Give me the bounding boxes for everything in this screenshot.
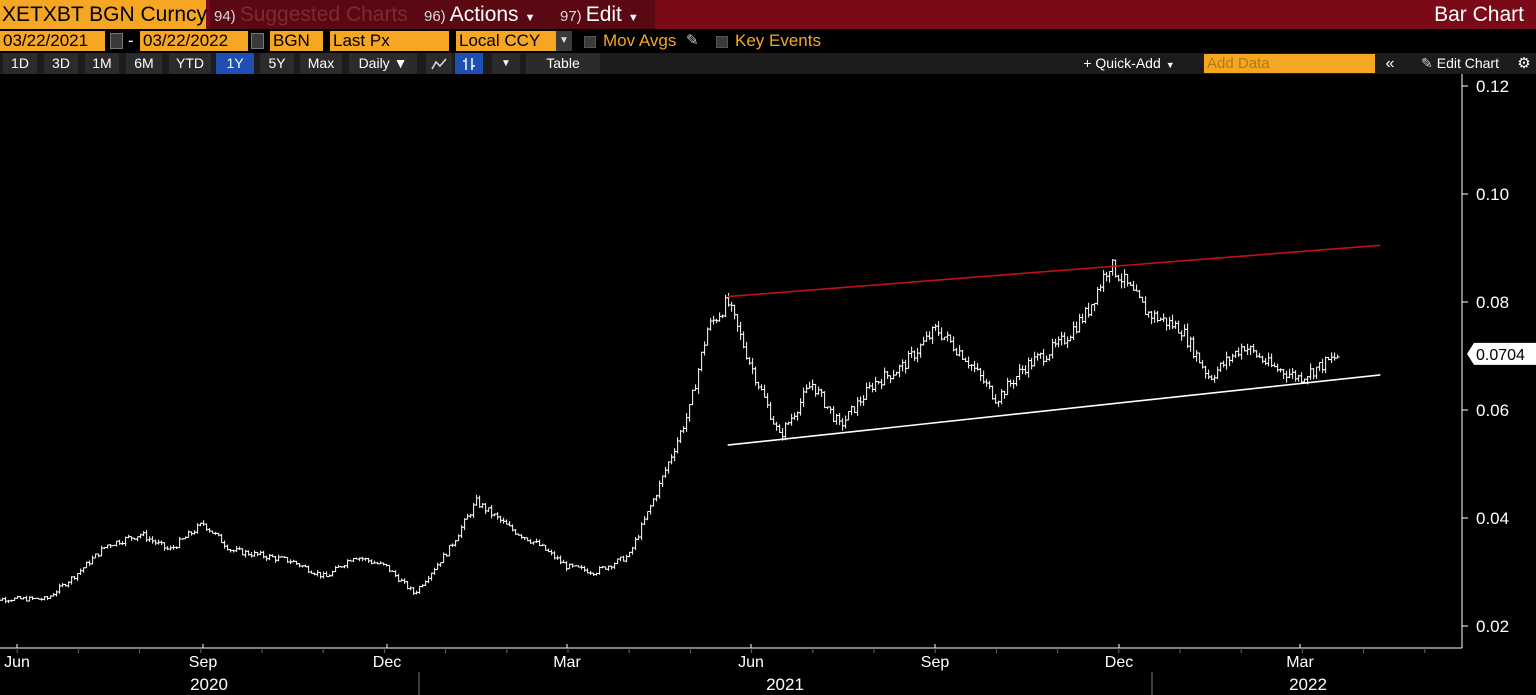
- table-button[interactable]: Table: [526, 53, 600, 74]
- y-tick-label: 0.04: [1476, 509, 1509, 528]
- chevron-down-icon[interactable]: ▼: [556, 31, 572, 51]
- edit-number: 97): [560, 8, 582, 25]
- caret-down-icon: ▼: [627, 12, 639, 24]
- suggested-charts-label: Suggested Charts: [239, 3, 408, 26]
- quick-add-button[interactable]: + Quick-Add ▼: [1068, 53, 1190, 74]
- bar-chart-icon[interactable]: [455, 53, 483, 74]
- actions-label: Actions: [449, 3, 519, 26]
- currency-select[interactable]: Local CCY: [456, 31, 557, 51]
- last-price-label: 0.0704: [1476, 347, 1525, 364]
- y-tick-label: 0.12: [1476, 77, 1509, 96]
- pencil-icon[interactable]: ✎: [686, 32, 699, 49]
- period-1m-button[interactable]: 1M: [85, 53, 119, 74]
- last-price-tag: [1467, 342, 1536, 365]
- period-1y-button[interactable]: 1Y: [216, 53, 254, 74]
- start-date-field[interactable]: 03/22/2021: [0, 31, 105, 51]
- actions-number: 96): [424, 8, 446, 25]
- period-5y-button[interactable]: 5Y: [260, 53, 294, 74]
- period-6m-button[interactable]: 6M: [126, 53, 162, 74]
- pencil-icon: ✎: [1421, 55, 1433, 71]
- x-month-label: Jun: [4, 654, 30, 671]
- price-chart: 0.12 0.10 0.08 0.06 0.04 0.02 0.0704 Jun Sep Dec…: [0, 74, 1536, 695]
- x-month-label: Dec: [1105, 654, 1133, 671]
- frequency-select[interactable]: Daily ▼: [349, 53, 417, 74]
- mov-avgs-label: Mov Avgs: [603, 31, 677, 50]
- period-1d-button[interactable]: 1D: [3, 53, 37, 74]
- y-tick-label: 0.08: [1476, 293, 1509, 312]
- lower-trendline: [727, 374, 1381, 446]
- end-date-field[interactable]: 03/22/2022: [140, 31, 248, 51]
- x-month-label: Mar: [1286, 654, 1314, 671]
- suggested-charts-button[interactable]: 94) Suggested Charts: [210, 0, 420, 29]
- calendar-icon[interactable]: [110, 33, 123, 49]
- x-month-label: Jun: [738, 654, 764, 671]
- edit-menu[interactable]: 97) Edit ▼: [556, 0, 655, 29]
- caret-down-icon: ▼: [1165, 60, 1175, 70]
- x-year-label: 2020: [190, 675, 228, 694]
- toolbar: 1D 3D 1M 6M YTD 1Y 5Y Max Daily ▼ ▼ Tabl…: [0, 53, 1536, 74]
- x-month-label: Dec: [373, 654, 401, 671]
- actions-menu[interactable]: 96) Actions ▼: [420, 0, 556, 29]
- line-chart-icon[interactable]: [426, 53, 452, 74]
- calendar-icon[interactable]: [251, 33, 264, 49]
- edit-chart-label: Edit Chart: [1436, 55, 1499, 71]
- parameter-bar: 03/22/2021 - 03/22/2022 BGN Last Px Loca…: [0, 30, 1536, 52]
- edit-chart-button[interactable]: ✎ Edit Chart: [1404, 53, 1516, 74]
- title-bar: XETXBT BGN Curncy 94) Suggested Charts 96…: [0, 0, 1536, 29]
- suggested-charts-number: 94): [214, 8, 236, 25]
- gear-icon[interactable]: ⚙: [1517, 55, 1531, 72]
- period-ytd-button[interactable]: YTD: [169, 53, 211, 74]
- add-data-input[interactable]: [1204, 54, 1375, 73]
- caret-down-icon: ▼: [524, 12, 536, 24]
- y-tick-label: 0.02: [1476, 617, 1509, 636]
- upper-trendline: [727, 244, 1381, 298]
- x-year-label: 2022: [1289, 675, 1327, 694]
- key-events-checkbox[interactable]: [716, 36, 728, 48]
- collapse-icon[interactable]: «: [1385, 55, 1395, 72]
- chevron-down-icon[interactable]: ▼: [492, 53, 520, 74]
- mov-avgs-checkbox[interactable]: [584, 36, 596, 48]
- x-month-label: Sep: [921, 654, 950, 671]
- quick-add-label: + Quick-Add: [1083, 55, 1161, 71]
- chart-type-title: Bar Chart: [1434, 3, 1524, 26]
- edit-label: Edit: [585, 3, 622, 26]
- period-max-button[interactable]: Max: [300, 53, 342, 74]
- x-month-label: Mar: [553, 654, 581, 671]
- y-tick-label: 0.06: [1476, 401, 1509, 420]
- key-events-label: Key Events: [735, 31, 821, 50]
- ticker-field[interactable]: XETXBT BGN Curncy: [0, 0, 207, 29]
- x-month-label: Sep: [189, 654, 218, 671]
- price-field-select[interactable]: Last Px: [330, 31, 449, 51]
- y-tick-label: 0.10: [1476, 185, 1509, 204]
- source-field[interactable]: BGN: [270, 31, 323, 51]
- period-3d-button[interactable]: 3D: [44, 53, 78, 74]
- x-year-label: 2021: [766, 675, 804, 694]
- date-separator: -: [128, 31, 134, 50]
